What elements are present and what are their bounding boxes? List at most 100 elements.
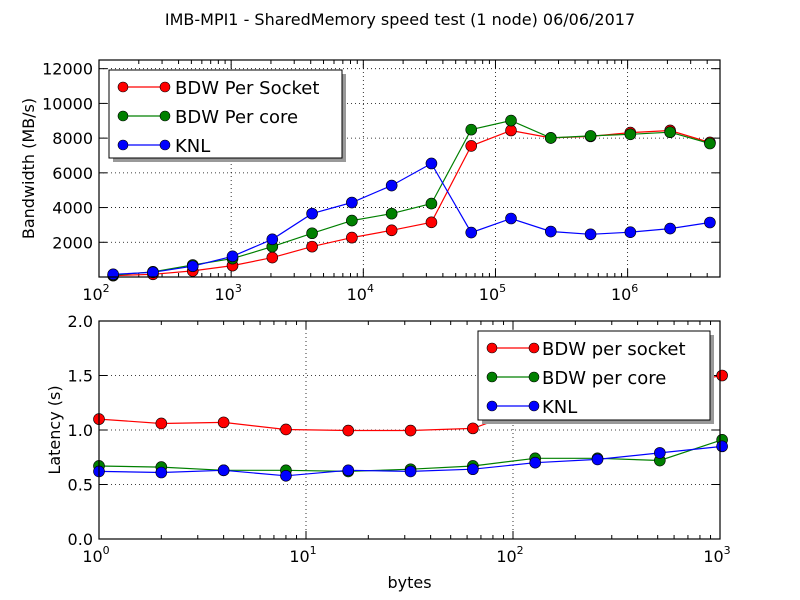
legend-label: BDW per socket <box>542 339 686 360</box>
x-tick-label: 104 <box>347 282 374 304</box>
data-point <box>704 137 716 150</box>
data-point <box>226 250 239 263</box>
data-point <box>385 224 398 237</box>
data-point <box>425 197 438 210</box>
legend-item: KNL <box>117 136 210 157</box>
x-tick-label: 103 <box>703 544 730 566</box>
legend-label: BDW Per Socket <box>175 78 319 99</box>
x-tick-base: 10 <box>82 547 102 566</box>
legend-label: KNL <box>542 397 577 418</box>
data-point <box>465 226 478 239</box>
data-point <box>529 456 541 469</box>
data-point <box>425 157 438 170</box>
x-tick-base: 10 <box>214 285 234 304</box>
x-tick-base: 10 <box>479 285 499 304</box>
x-tick-base: 10 <box>289 547 309 566</box>
legend-swatch-marker <box>486 342 498 354</box>
legend-swatch-marker <box>528 342 540 354</box>
x-tick-exponent: 1 <box>310 544 317 557</box>
legend-swatch-marker <box>159 110 171 122</box>
x-tick-exponent: 3 <box>724 544 731 557</box>
data-point <box>385 179 398 192</box>
data-point <box>467 422 479 435</box>
legend-box <box>477 330 711 421</box>
data-point <box>155 417 168 430</box>
data-point <box>544 225 557 238</box>
data-point <box>716 369 728 382</box>
x-tick-label: 105 <box>479 282 506 304</box>
y-tick-label: 6000 <box>52 164 93 183</box>
data-point <box>584 130 597 142</box>
y-axis-label: Bandwidth (MB/s) <box>19 98 38 239</box>
data-point <box>342 424 355 437</box>
data-point <box>280 423 292 436</box>
data-point <box>217 464 230 477</box>
x-tick-label: 102 <box>82 282 109 304</box>
x-tick-exponent: 4 <box>367 282 374 295</box>
legend-swatch-marker <box>159 139 171 151</box>
legend-item: BDW per socket <box>486 339 686 360</box>
y-tick-label: 2000 <box>52 233 93 252</box>
x-tick-exponent: 2 <box>517 544 524 557</box>
data-point <box>404 424 417 437</box>
data-point <box>266 251 279 264</box>
data-point <box>186 260 199 273</box>
data-point <box>342 464 355 477</box>
series-line-knl <box>113 162 710 275</box>
x-tick-base: 10 <box>703 547 723 566</box>
legend-swatch-marker <box>117 139 129 151</box>
legend-item: BDW per core <box>486 368 666 389</box>
data-point <box>147 266 159 279</box>
y-tick-label: 1.0 <box>68 421 93 440</box>
y-tick-label: 1.5 <box>68 367 93 386</box>
y-tick-label: 0.5 <box>68 476 93 495</box>
data-point <box>385 207 398 220</box>
legend-label: BDW Per core <box>175 107 298 128</box>
x-tick-exponent: 6 <box>631 282 638 295</box>
x-axis-label: bytes <box>387 573 431 592</box>
x-tick-label: 101 <box>289 544 316 566</box>
data-point <box>716 440 728 453</box>
y-tick-label: 8000 <box>52 129 93 148</box>
data-point <box>217 416 230 429</box>
data-point <box>465 140 478 152</box>
x-tick-label: 102 <box>496 544 523 566</box>
x-tick-exponent: 3 <box>235 282 242 295</box>
data-point <box>155 466 168 479</box>
figure-title: IMB-MPI1 - SharedMemory speed test (1 no… <box>165 10 635 29</box>
legend-item: BDW Per Socket <box>117 78 319 99</box>
data-point <box>306 227 318 240</box>
legend-swatch-marker <box>486 371 498 383</box>
axes-frame <box>98 320 721 540</box>
x-tick-base: 10 <box>496 547 516 566</box>
legend-box <box>108 69 343 159</box>
x-tick-exponent: 0 <box>103 544 110 557</box>
legend-swatch-marker <box>117 110 129 122</box>
data-point <box>624 128 637 141</box>
x-tick-base: 10 <box>347 285 367 304</box>
data-point <box>624 226 637 239</box>
legend-swatch-marker <box>528 400 540 412</box>
data-point <box>467 463 479 476</box>
x-tick-label: 100 <box>82 544 109 566</box>
axes-frame <box>98 59 721 278</box>
data-point <box>425 216 438 229</box>
y-tick-label: 10000 <box>42 94 93 113</box>
legend-swatch-marker <box>528 371 540 383</box>
legend: BDW per socket BDW per core KNL <box>477 330 714 424</box>
x-tick-label: 103 <box>214 282 241 304</box>
data-point <box>107 268 119 281</box>
y-axis-label: Latency (s) <box>45 385 64 474</box>
x-tick-base: 10 <box>611 285 631 304</box>
data-point <box>306 207 318 220</box>
data-point <box>280 469 292 482</box>
legend: BDW Per Socket BDW Per core KNL <box>108 69 346 162</box>
data-point <box>465 123 478 136</box>
x-tick-exponent: 2 <box>103 282 110 295</box>
x-tick-label: 106 <box>611 282 638 304</box>
y-tick-label: 2.0 <box>68 312 93 331</box>
data-point <box>306 240 318 253</box>
legend-label: BDW per core <box>542 368 666 389</box>
data-point <box>654 447 666 459</box>
